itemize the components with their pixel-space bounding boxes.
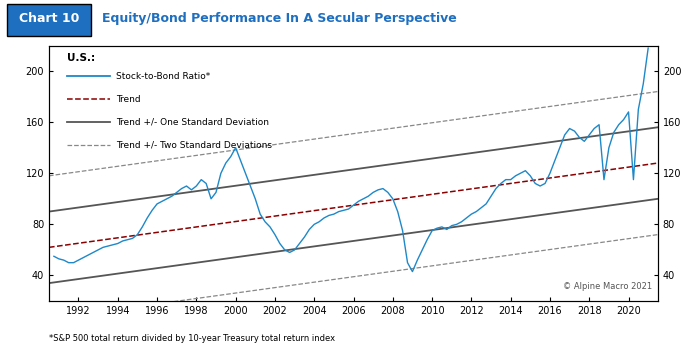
Text: Stock-to-Bond Ratio*: Stock-to-Bond Ratio* <box>116 72 210 80</box>
Text: Chart 10: Chart 10 <box>19 12 79 24</box>
Text: *S&P 500 total return divided by 10-year Treasury total return index: *S&P 500 total return divided by 10-year… <box>49 334 335 343</box>
Text: Trend +/- Two Standard Deviations: Trend +/- Two Standard Deviations <box>116 141 272 150</box>
Text: © Alpine Macro 2021: © Alpine Macro 2021 <box>563 282 652 291</box>
FancyBboxPatch shape <box>7 4 91 36</box>
Text: Equity/Bond Performance In A Secular Perspective: Equity/Bond Performance In A Secular Per… <box>102 12 456 24</box>
Text: U.S.:: U.S.: <box>67 53 95 63</box>
Text: Trend +/- One Standard Deviation: Trend +/- One Standard Deviation <box>116 118 269 127</box>
Text: Trend: Trend <box>116 94 141 104</box>
